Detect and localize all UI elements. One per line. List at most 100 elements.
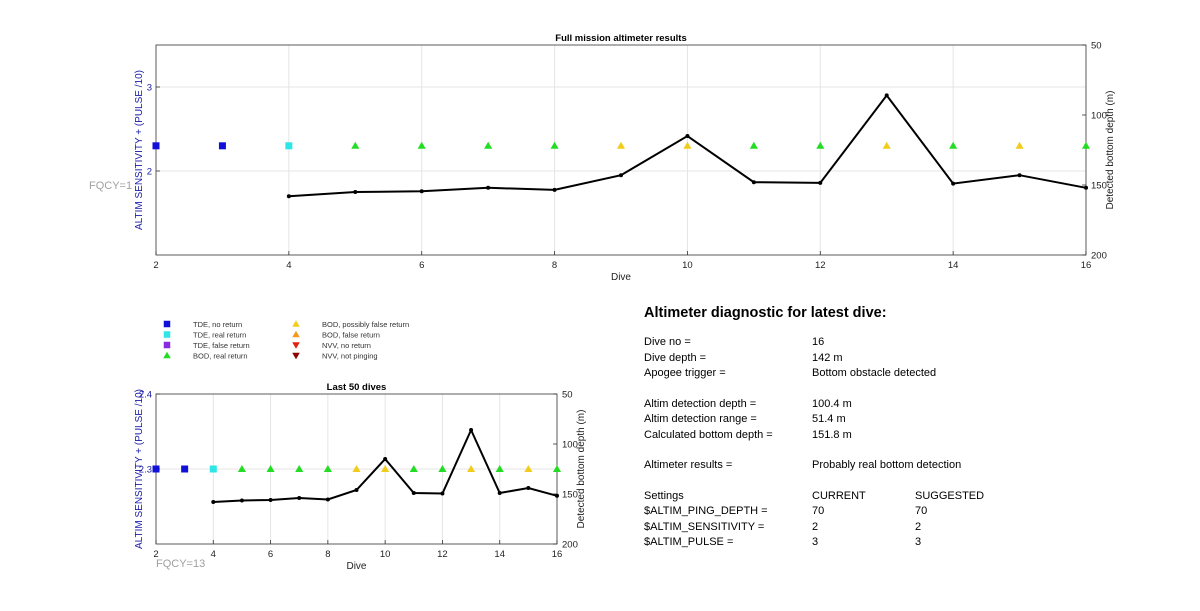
legend-label: TDE, real return — [193, 331, 246, 340]
pulse-suggested: 3 — [915, 536, 922, 548]
depth-point — [1017, 173, 1022, 178]
altimeter-results-row: Altimeter results = Probably real bottom… — [644, 458, 1184, 474]
legend-label: TDE, false return — [193, 341, 250, 350]
chart-2: 2 4 6 8 10 12 14 16 2.3 2.4 50 100 150 200 Last 50 div… — [134, 382, 587, 572]
depth-point — [555, 493, 559, 498]
data-marker — [417, 141, 426, 149]
ping-depth-row: $ALTIM_PING_DEPTH = 70 70 — [644, 504, 1184, 520]
x-tick-label: 8 — [325, 549, 330, 560]
legend-label: BOD, false return — [322, 331, 380, 340]
x-tick-label: 8 — [552, 260, 557, 271]
depth-point — [440, 491, 445, 496]
pulse-current: 3 — [812, 536, 819, 548]
pulse-row: $ALTIM_PULSE = 3 3 — [644, 535, 1184, 551]
depth-point — [486, 185, 491, 190]
y-right-tick-label: 50 — [1091, 41, 1102, 52]
data-marker — [352, 465, 361, 472]
y-left-tick-label: 3 — [147, 83, 152, 94]
data-marker — [882, 141, 891, 149]
x-tick-label: 16 — [1081, 260, 1092, 271]
altimeter-results-value: Probably real bottom detection — [812, 459, 962, 471]
data-marker — [467, 465, 476, 472]
x-tick-label: 2 — [153, 260, 158, 271]
data-marker — [285, 142, 293, 150]
data-marker — [295, 465, 304, 472]
depth-point — [619, 173, 623, 178]
data-marker — [550, 141, 559, 149]
x-tick-label: 12 — [815, 260, 826, 271]
dive-depth-label: Dive depth = — [644, 351, 707, 364]
calculated-bottom-depth-row: Calculated bottom depth = 151.8 m — [644, 428, 1184, 444]
legend-label: NVV, not pinging — [322, 352, 378, 361]
altimeter-results-label: Altimeter results = — [644, 459, 733, 471]
plot-frame — [155, 44, 1087, 256]
depth-point — [383, 457, 388, 461]
y-right-axis-label: Detected bottom depth (m) — [1105, 91, 1116, 210]
data-marker — [351, 141, 360, 149]
depth-point — [526, 486, 531, 490]
x-tick-label: 10 — [380, 549, 391, 560]
legend-marker — [163, 341, 171, 349]
sensitivity-row: $ALTIM_SENSITIVITY = 2 2 — [644, 520, 1184, 536]
data-marker — [552, 465, 562, 472]
data-marker — [218, 142, 226, 150]
ping-depth-current: 70 — [812, 505, 825, 517]
legend-marker — [292, 342, 300, 349]
current-header: CURRENT — [812, 489, 866, 502]
apogee-trigger-value: Bottom obstacle detected — [812, 367, 937, 379]
x-tick-label: 2 — [153, 549, 158, 560]
data-marker — [181, 465, 189, 473]
depth-point — [286, 194, 291, 199]
data-marker — [152, 142, 160, 150]
x-tick-label: 14 — [494, 549, 505, 560]
sensitivity-current: 2 — [812, 520, 819, 533]
data-marker — [409, 465, 418, 472]
data-marker — [484, 141, 493, 149]
depth-point — [685, 134, 690, 138]
x-tick-label: 6 — [419, 260, 424, 271]
depth-point — [297, 496, 302, 500]
data-marker — [1081, 141, 1091, 149]
data-marker — [749, 141, 758, 149]
dive-no-label: Dive no = — [644, 336, 691, 348]
data-marker — [683, 141, 692, 149]
data-marker — [237, 465, 246, 472]
y-left-axis-label: ALTIM SENSITIVITY + (PULSE /10) — [134, 389, 145, 549]
legend-label: BOD, real return — [193, 352, 248, 361]
dive-no-row: Dive no = 16 — [644, 335, 1184, 351]
depth-point — [211, 500, 216, 504]
sensitivity-label: $ALTIM_SENSITIVITY = — [644, 520, 765, 533]
depth-point — [1084, 185, 1088, 190]
y-right-tick-label: 100 — [1091, 111, 1107, 122]
diagnostic-title: Altimeter diagnostic for latest dive: — [644, 305, 887, 321]
altim-detection-depth-value: 100.4 m — [812, 397, 852, 410]
pulse-label: $ALTIM_PULSE = — [644, 536, 734, 548]
legend-marker — [292, 320, 300, 327]
apogee-trigger-row: Apogee trigger = Bottom obstacle detecte… — [644, 366, 1184, 382]
calculated-bottom-depth-label: Calculated bottom depth = — [644, 428, 773, 441]
fqcy-annotation: FQCY=13 — [156, 558, 205, 570]
data-marker — [949, 141, 958, 149]
y-right-tick-label: 200 — [1091, 251, 1107, 262]
data-marker — [438, 465, 447, 472]
altim-detection-depth-row: Altim detection depth = 100.4 m — [644, 397, 1184, 413]
data-marker — [816, 141, 825, 149]
x-tick-label: 12 — [437, 549, 448, 560]
data-marker — [152, 465, 160, 473]
legend-marker — [292, 330, 300, 338]
y-left-axis-label: ALTIM SENSITIVITY + (PULSE /10) — [134, 70, 145, 230]
dive-depth-row: Dive depth = 142 m — [644, 351, 1184, 367]
x-tick-label: 16 — [552, 549, 563, 560]
data-marker — [616, 141, 626, 149]
altim-detection-range-value: 51.4 m — [812, 413, 846, 425]
y-left-tick-label: 2.3 — [139, 465, 152, 476]
data-marker — [524, 465, 533, 472]
fqcy-annotation: FQCY=1 — [89, 180, 132, 192]
legend-label: TDE, no return — [193, 320, 242, 329]
sensitivity-suggested: 2 — [915, 520, 922, 533]
suggested-header: SUGGESTED — [915, 489, 985, 502]
legend-marker — [163, 331, 171, 338]
depth-point — [325, 497, 330, 502]
